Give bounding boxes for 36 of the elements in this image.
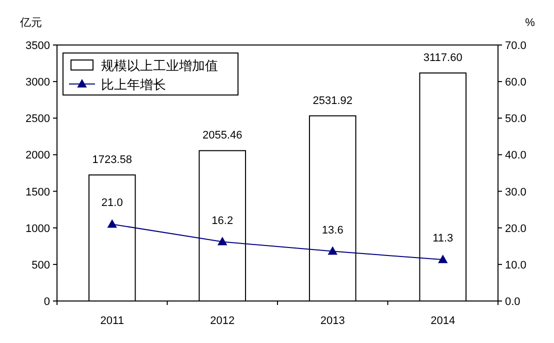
x-tick-label: 2011 xyxy=(100,315,124,327)
legend-label: 规模以上工业增加值 xyxy=(101,58,218,73)
x-tick-label: 2014 xyxy=(430,315,456,327)
x-tick-label: 2013 xyxy=(320,315,345,327)
y-tick-label: 500 xyxy=(32,259,50,272)
y-tick-label: 1000 xyxy=(26,222,50,235)
y2-tick-label: 0.0 xyxy=(505,296,520,308)
data-label: 1723.58 xyxy=(92,154,132,166)
y-tick-label: 2500 xyxy=(26,113,50,126)
y2-tick-label: 40.0 xyxy=(505,150,526,162)
data-label: 21.0 xyxy=(101,197,123,210)
y-tick-label: 1500 xyxy=(26,186,50,198)
y2-tick-label: 60.0 xyxy=(505,76,526,89)
legend-label: 比上年增长 xyxy=(101,77,166,92)
y-tick-label: 2000 xyxy=(26,150,50,162)
data-label: 2531.92 xyxy=(312,94,353,107)
y-tick-label: 3000 xyxy=(26,76,50,89)
data-label: 16.2 xyxy=(212,214,234,227)
data-label: 2055.46 xyxy=(202,130,242,142)
y2-tick-label: 20.0 xyxy=(505,222,526,235)
y-axis-title: 亿元 xyxy=(19,17,42,29)
data-label: 11.3 xyxy=(432,232,454,245)
y2-tick-label: 10.0 xyxy=(505,259,526,272)
y2-axis-title: % xyxy=(525,17,536,29)
x-tick-label: 2012 xyxy=(210,315,235,327)
data-label: 3117.60 xyxy=(423,52,462,64)
point xyxy=(328,246,338,255)
point xyxy=(108,220,117,228)
point xyxy=(218,237,227,246)
data-label: 13.6 xyxy=(322,224,344,236)
y-tick-label: 0 xyxy=(44,296,50,308)
y2-tick-label: 70.0 xyxy=(505,40,526,52)
y-tick-label: 3500 xyxy=(26,40,50,52)
y2-tick-label: 50.0 xyxy=(505,113,526,126)
point xyxy=(438,255,448,264)
y2-tick-label: 30.0 xyxy=(505,186,526,198)
